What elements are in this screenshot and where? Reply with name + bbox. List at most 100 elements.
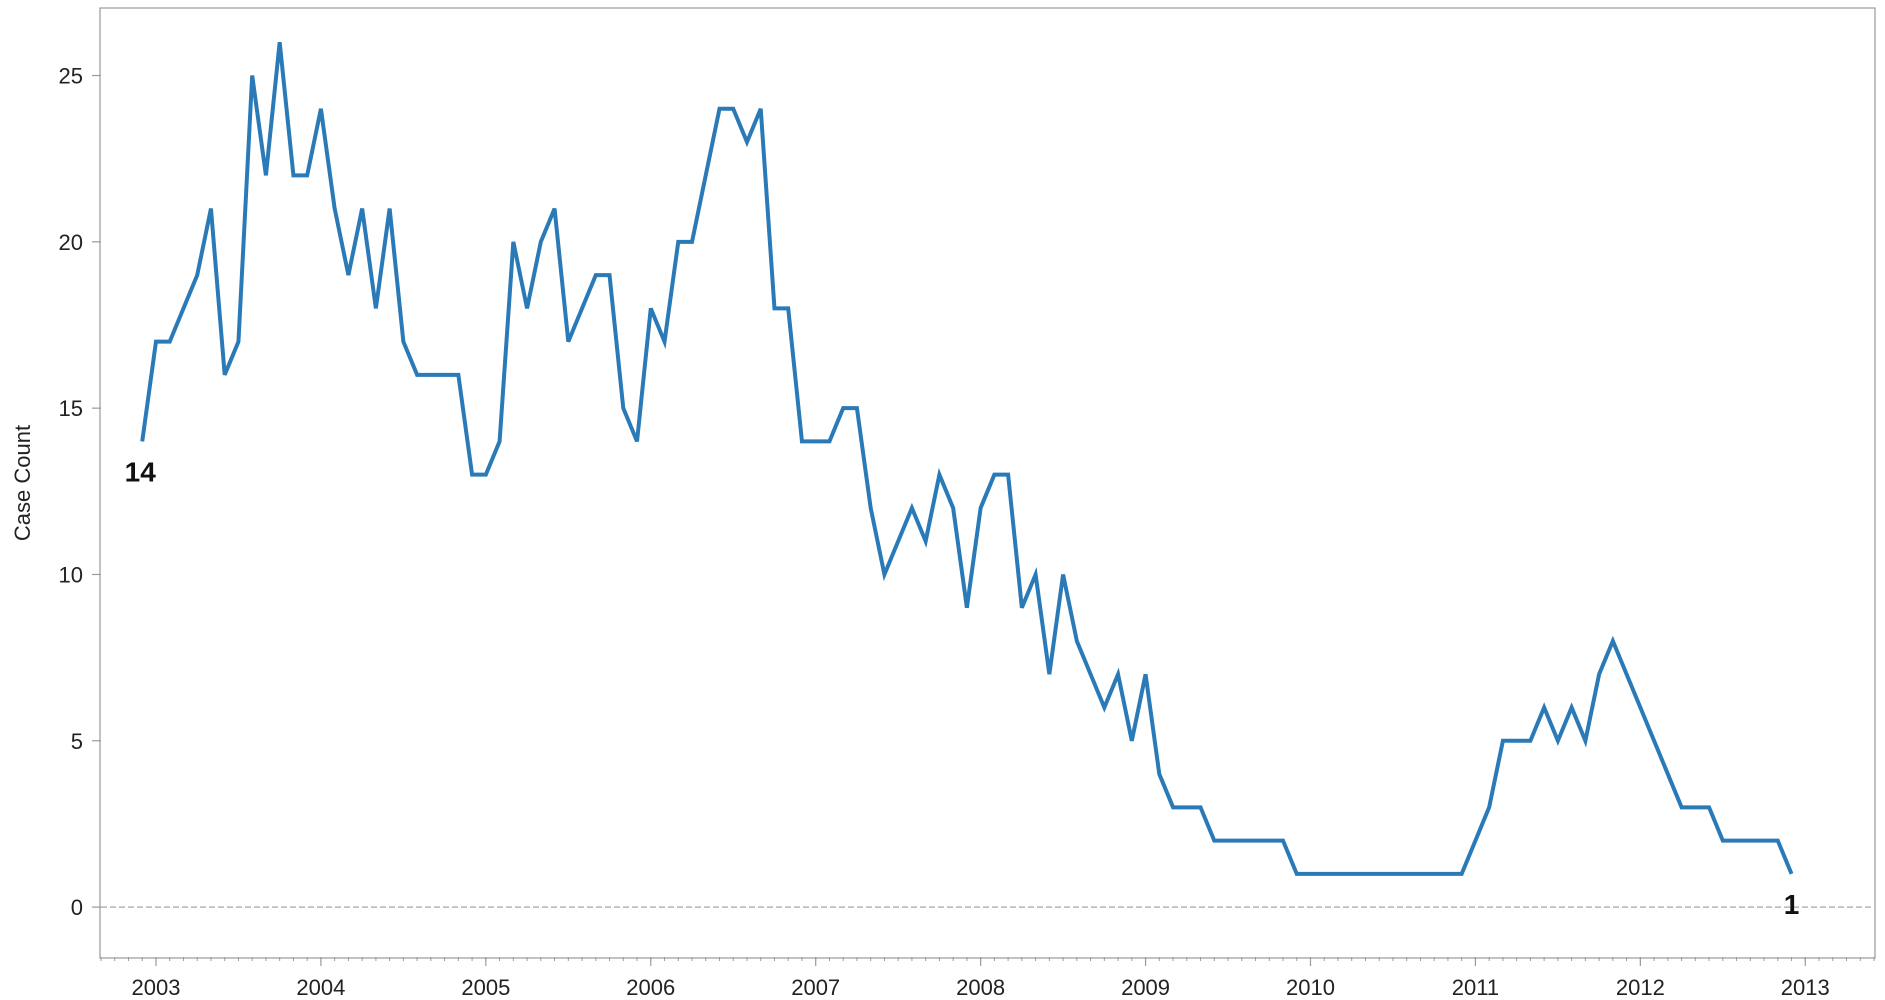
- data-point-2008-04: [1020, 606, 1024, 610]
- data-point-2005-06: [553, 207, 557, 211]
- data-point-2009-02: [1157, 772, 1161, 776]
- data-point-2012-06: [1707, 805, 1711, 809]
- data-point-2009-01: [1144, 672, 1148, 676]
- data-point-2004-03: [346, 273, 350, 277]
- data-point-2008-10: [1102, 706, 1106, 710]
- data-point-2012-12: [1790, 872, 1794, 876]
- x-minor-ticks: [100, 957, 1875, 961]
- data-point-2011-08: [1570, 706, 1574, 710]
- data-point-2005-05: [539, 240, 543, 244]
- data-point-2004-10: [443, 373, 447, 377]
- data-point-2009-08: [1240, 839, 1244, 843]
- x-tick-label-2013: 2013: [1781, 975, 1830, 1000]
- y-tick-label-20: 20: [59, 230, 83, 255]
- data-point-2012-11: [1776, 839, 1780, 843]
- data-point-2003-11: [291, 173, 295, 177]
- data-point-2008-11: [1116, 672, 1120, 676]
- data-point-2012-02: [1652, 739, 1656, 743]
- data-point-2006-09: [759, 107, 763, 111]
- data-point-2004-04: [360, 207, 364, 211]
- data-point-2004-06: [388, 207, 392, 211]
- data-point-2010-10: [1432, 872, 1436, 876]
- series-line: [140, 42, 1794, 876]
- data-point-2003-02: [168, 340, 172, 344]
- x-major-ticks: 2003 2004 2005 2006 2007 2008 2009 2010 2011 2012…: [132, 957, 1830, 1000]
- series-layer: [140, 42, 1794, 876]
- data-point-2008-01: [979, 506, 983, 510]
- data-point-2011-01: [1473, 839, 1477, 843]
- data-point-2012-03: [1666, 772, 1670, 776]
- data-point-2006-11: [786, 306, 790, 310]
- data-point-2004-01: [319, 107, 323, 111]
- data-point-2004-11: [456, 373, 460, 377]
- data-point-2003-06: [223, 373, 227, 377]
- data-point-2008-02: [992, 473, 996, 477]
- data-point-2003-04: [195, 273, 199, 277]
- data-point-2007-08: [910, 506, 914, 510]
- data-point-2009-04: [1185, 805, 1189, 809]
- data-point-2008-12: [1130, 739, 1134, 743]
- data-point-2004-08: [415, 373, 419, 377]
- data-point-2007-01: [814, 439, 818, 443]
- data-point-2004-12: [470, 473, 474, 477]
- data-point-2007-05: [869, 506, 873, 510]
- x-tick-label-2008: 2008: [956, 975, 1005, 1000]
- data-point-2004-09: [429, 373, 433, 377]
- data-point-2007-07: [896, 539, 900, 543]
- data-point-2005-10: [608, 273, 612, 277]
- data-point-2010-02: [1322, 872, 1326, 876]
- y-tick-label-25: 25: [59, 64, 83, 89]
- data-point-2010-05: [1363, 872, 1367, 876]
- data-point-2005-08: [580, 306, 584, 310]
- data-point-2010-11: [1446, 872, 1450, 876]
- data-point-2005-03: [511, 240, 515, 244]
- data-point-2005-01: [484, 473, 488, 477]
- data-point-2004-02: [333, 207, 337, 211]
- data-point-2010-12: [1460, 872, 1464, 876]
- data-point-2009-05: [1199, 805, 1203, 809]
- data-point-2006-08: [745, 140, 749, 144]
- x-tick-label-2003: 2003: [132, 975, 181, 1000]
- data-point-2008-06: [1047, 672, 1051, 676]
- data-point-2011-07: [1556, 739, 1560, 743]
- data-point-2010-06: [1377, 872, 1381, 876]
- data-point-2011-10: [1597, 672, 1601, 676]
- series-end-label: 1: [1784, 889, 1800, 920]
- data-point-2009-03: [1171, 805, 1175, 809]
- data-point-2008-09: [1089, 672, 1093, 676]
- data-point-2002-12: [140, 439, 144, 443]
- data-point-2006-03: [676, 240, 680, 244]
- y-tick-label-0: 0: [71, 895, 83, 920]
- data-point-2004-07: [401, 340, 405, 344]
- data-point-2005-07: [566, 340, 570, 344]
- data-point-2011-04: [1515, 739, 1519, 743]
- data-point-2003-05: [209, 207, 213, 211]
- data-point-2007-02: [827, 439, 831, 443]
- data-point-2011-03: [1501, 739, 1505, 743]
- data-point-2007-10: [937, 473, 941, 477]
- data-point-2012-05: [1693, 805, 1697, 809]
- x-tick-label-2012: 2012: [1616, 975, 1665, 1000]
- data-point-2012-08: [1735, 839, 1739, 843]
- y-tick-label-10: 10: [59, 562, 83, 587]
- y-tick-label-15: 15: [59, 396, 83, 421]
- data-point-2007-11: [951, 506, 955, 510]
- y-tick-label-5: 5: [71, 729, 83, 754]
- data-point-2009-10: [1267, 839, 1271, 843]
- y-axis-title: Case Count: [10, 425, 35, 541]
- data-point-2009-09: [1254, 839, 1258, 843]
- data-point-2003-09: [264, 173, 268, 177]
- data-point-2007-06: [882, 572, 886, 576]
- data-point-2006-12: [800, 439, 804, 443]
- data-point-2012-07: [1721, 839, 1725, 843]
- data-point-2011-06: [1542, 706, 1546, 710]
- data-point-2003-01: [154, 340, 158, 344]
- data-point-2003-03: [181, 306, 185, 310]
- data-point-2011-02: [1487, 805, 1491, 809]
- data-point-2006-10: [772, 306, 776, 310]
- x-tick-label-2005: 2005: [461, 975, 510, 1000]
- data-point-2012-09: [1748, 839, 1752, 843]
- data-point-2007-04: [855, 406, 859, 410]
